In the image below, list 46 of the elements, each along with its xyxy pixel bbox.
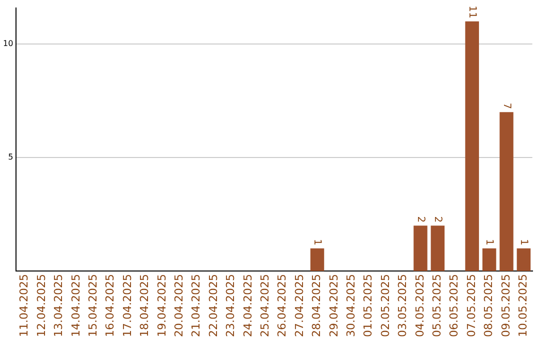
x-tick-label: 06.05.2025 xyxy=(448,274,461,338)
data-label: 1 xyxy=(312,238,323,246)
x-tick-label: 13.04.2025 xyxy=(52,274,66,338)
x-tick-label: 11.04.2025 xyxy=(18,274,31,338)
x-tick-label: 30.04.2025 xyxy=(344,274,358,338)
x-tick-label: 19.04.2025 xyxy=(155,274,168,338)
x-tick-label: 17.04.2025 xyxy=(120,274,134,338)
x-tick-label: 27.04.2025 xyxy=(292,274,306,338)
x-tick-label: 23.04.2025 xyxy=(224,274,238,338)
x-tick-label: 07.05.2025 xyxy=(464,274,478,338)
data-label: 2 xyxy=(432,216,444,223)
data-label: 2 xyxy=(414,216,426,223)
x-tick-label: 20.04.2025 xyxy=(172,274,186,338)
x-tick-label: 05.05.2025 xyxy=(430,274,444,338)
bar xyxy=(430,226,445,272)
x-tick-label: 28.04.2025 xyxy=(310,274,324,338)
x-tick-label: 29.04.2025 xyxy=(327,274,340,338)
x-tick-label: 21.04.2025 xyxy=(190,274,203,338)
y-tick-label: 5 xyxy=(8,152,14,162)
data-label: 1 xyxy=(518,238,530,246)
bar xyxy=(516,248,531,272)
bar xyxy=(465,21,479,272)
x-tick-label: 04.05.2025 xyxy=(413,274,426,338)
x-tick-label: 02.05.2025 xyxy=(378,274,392,338)
x-tick-label: 09.05.2025 xyxy=(499,274,512,338)
x-tick-label: 12.04.2025 xyxy=(34,274,48,338)
x-tick-label: 10.05.2025 xyxy=(516,274,530,338)
bar xyxy=(482,248,496,272)
x-tick-label: 16.04.2025 xyxy=(104,274,117,338)
x-tick-label: 01.05.2025 xyxy=(362,274,375,338)
x-tick-label: 24.04.2025 xyxy=(241,274,254,338)
data-label: 7 xyxy=(500,102,512,110)
x-tick-label: 15.04.2025 xyxy=(86,274,100,338)
bar xyxy=(310,248,324,272)
x-tick-label: 18.04.2025 xyxy=(138,274,152,338)
x-tick-label: 14.04.2025 xyxy=(69,274,82,338)
bar xyxy=(500,112,514,272)
x-tick-label: 22.04.2025 xyxy=(206,274,220,338)
bar xyxy=(414,226,428,272)
data-label: 11 xyxy=(466,6,478,18)
y-tick-label: 10 xyxy=(2,39,14,48)
x-tick-label: 26.04.2025 xyxy=(276,274,289,338)
data-label: 1 xyxy=(484,238,495,246)
x-tick-label: 08.05.2025 xyxy=(482,274,496,338)
x-tick-label: 03.05.2025 xyxy=(396,274,410,338)
x-tick-label: 25.04.2025 xyxy=(258,274,272,338)
